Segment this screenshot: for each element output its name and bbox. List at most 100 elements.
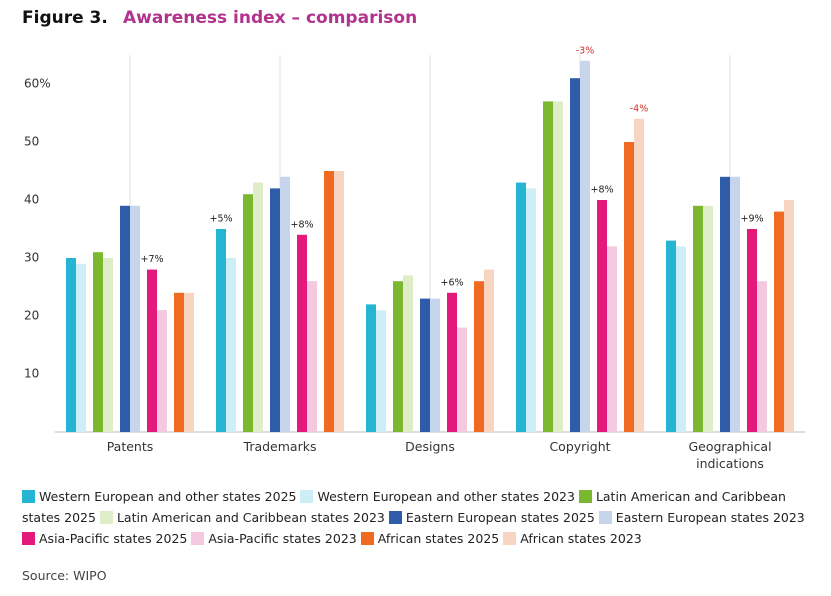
legend-label: Asia-Pacific states 2025 bbox=[39, 531, 188, 546]
legend-item: African states 2025 bbox=[360, 531, 500, 546]
bar bbox=[130, 205, 140, 432]
bar bbox=[184, 292, 194, 432]
legend-swatch bbox=[191, 532, 205, 545]
annotation: +8% bbox=[290, 219, 313, 230]
legend-swatch bbox=[22, 532, 35, 545]
bar bbox=[66, 258, 76, 432]
bar bbox=[676, 246, 686, 432]
annotation: +5% bbox=[209, 214, 232, 225]
legend-label: Western European and other states 2025 bbox=[39, 489, 297, 504]
source: Source: WIPO bbox=[22, 568, 107, 583]
y-tick-label: 30 bbox=[24, 251, 39, 265]
bar bbox=[93, 252, 103, 432]
bar bbox=[666, 240, 676, 432]
bar bbox=[376, 310, 386, 432]
annotation: +9% bbox=[740, 214, 763, 225]
bar bbox=[774, 211, 784, 432]
bar bbox=[297, 234, 307, 432]
legend-swatch bbox=[598, 511, 612, 524]
x-tick-label: Copyright bbox=[549, 439, 611, 454]
bar bbox=[216, 229, 226, 432]
bar bbox=[253, 182, 263, 432]
bar bbox=[147, 269, 157, 432]
y-tick-label: 50 bbox=[24, 135, 39, 149]
bar bbox=[570, 78, 580, 432]
bar bbox=[430, 298, 440, 432]
bar bbox=[634, 118, 644, 433]
legend-item: Eastern European states 2023 bbox=[598, 510, 805, 525]
legend-label: African states 2023 bbox=[520, 531, 642, 546]
bar bbox=[270, 188, 280, 432]
annotation: -4% bbox=[630, 103, 649, 114]
legend-item: Eastern European states 2025 bbox=[388, 510, 595, 525]
y-tick-label: 60% bbox=[24, 77, 51, 91]
legend-item: African states 2023 bbox=[503, 531, 642, 546]
bar bbox=[420, 298, 430, 432]
bar bbox=[730, 176, 740, 432]
legend-label: African states 2025 bbox=[377, 531, 500, 546]
bar bbox=[280, 176, 290, 432]
legend-swatch bbox=[388, 511, 402, 524]
legend-label: Latin American and Caribbean states 2023 bbox=[116, 510, 385, 525]
bar bbox=[457, 327, 467, 432]
y-tick-label: 10 bbox=[24, 367, 39, 381]
legend-swatch bbox=[22, 490, 35, 503]
chart-title: Awareness index – comparison bbox=[123, 8, 418, 28]
annotation: +7% bbox=[140, 254, 163, 265]
bar bbox=[703, 205, 713, 432]
legend-swatch bbox=[300, 490, 314, 503]
bar bbox=[474, 281, 484, 432]
bar bbox=[720, 176, 730, 432]
annotation: -3% bbox=[576, 45, 595, 56]
legend-label: Asia-Pacific states 2023 bbox=[208, 531, 357, 546]
bar bbox=[366, 304, 376, 432]
legend: Western European and other states 2025 W… bbox=[22, 486, 812, 549]
legend-item: Latin American and Caribbean states 2025 bbox=[22, 489, 786, 525]
bar bbox=[784, 200, 794, 432]
bar bbox=[580, 60, 590, 433]
legend-label: Eastern European states 2023 bbox=[615, 510, 805, 525]
bar bbox=[403, 275, 413, 432]
bar bbox=[526, 188, 536, 432]
legend-item: Asia-Pacific states 2023 bbox=[191, 531, 357, 546]
x-tick-label: Designs bbox=[405, 439, 455, 454]
bar bbox=[76, 263, 86, 432]
bar bbox=[693, 205, 703, 432]
legend-item: Western European and other states 2023 bbox=[300, 489, 575, 504]
legend-label: Western European and other states 2023 bbox=[317, 489, 575, 504]
bar bbox=[307, 281, 317, 432]
bar bbox=[120, 205, 130, 432]
bar bbox=[324, 171, 334, 432]
bar bbox=[607, 246, 617, 432]
bar bbox=[516, 182, 526, 432]
bar bbox=[597, 200, 607, 432]
x-tick-label: Geographical indications bbox=[688, 439, 772, 471]
bar bbox=[334, 171, 344, 432]
legend-swatch bbox=[578, 490, 592, 503]
chart: 10 20 30 40 50 60% +7% +5% +8% +6% -3% +8% -4% +9% bbox=[24, 45, 805, 433]
bar bbox=[447, 292, 457, 432]
bar bbox=[243, 194, 253, 432]
legend-swatch bbox=[360, 532, 374, 545]
bar bbox=[484, 269, 494, 432]
title-block: Figure 3. Awareness index – comparison bbox=[22, 8, 417, 28]
bar bbox=[157, 310, 167, 432]
bar bbox=[226, 258, 236, 432]
figure-label: Figure 3. bbox=[22, 8, 108, 28]
legend-item: Latin American and Caribbean states 2023 bbox=[99, 510, 385, 525]
legend-label: Eastern European states 2025 bbox=[405, 510, 595, 525]
bar bbox=[624, 142, 634, 432]
y-tick-label: 40 bbox=[24, 193, 39, 207]
legend-label: Latin American and Caribbean states 2025 bbox=[22, 489, 786, 525]
legend-item: Western European and other states 2025 bbox=[22, 489, 296, 504]
x-tick-label: Patents bbox=[106, 439, 154, 454]
bar bbox=[757, 281, 767, 432]
bar bbox=[553, 101, 563, 433]
bar bbox=[393, 281, 403, 432]
y-tick-label: 20 bbox=[24, 309, 39, 323]
bar bbox=[543, 101, 553, 433]
legend-item: Asia-Pacific states 2025 bbox=[22, 531, 187, 546]
bar bbox=[747, 229, 757, 432]
legend-swatch bbox=[503, 532, 517, 545]
